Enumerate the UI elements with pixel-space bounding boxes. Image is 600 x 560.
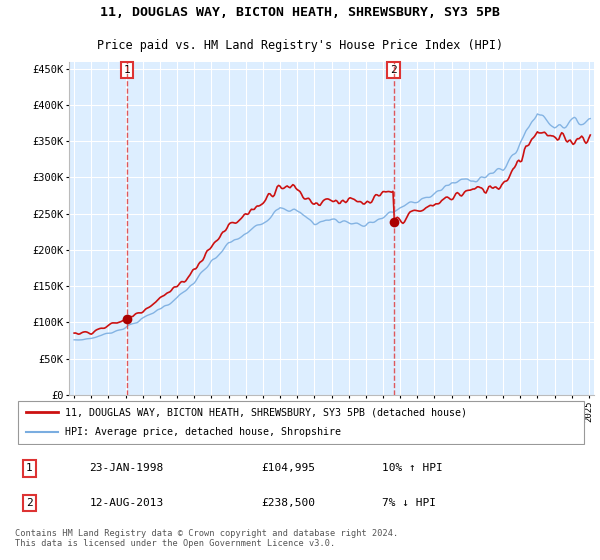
Text: 23-JAN-1998: 23-JAN-1998 [89,464,164,473]
Text: Contains HM Land Registry data © Crown copyright and database right 2024.
This d: Contains HM Land Registry data © Crown c… [15,529,398,548]
FancyBboxPatch shape [18,400,584,444]
Text: 11, DOUGLAS WAY, BICTON HEATH, SHREWSBURY, SY3 5PB (detached house): 11, DOUGLAS WAY, BICTON HEATH, SHREWSBUR… [65,407,467,417]
Text: 1: 1 [124,65,130,75]
Text: £104,995: £104,995 [262,464,316,473]
Text: 12-AUG-2013: 12-AUG-2013 [89,498,164,508]
Text: 11, DOUGLAS WAY, BICTON HEATH, SHREWSBURY, SY3 5PB: 11, DOUGLAS WAY, BICTON HEATH, SHREWSBUR… [100,6,500,20]
Text: 10% ↑ HPI: 10% ↑ HPI [382,464,442,473]
Text: £238,500: £238,500 [262,498,316,508]
Text: 2: 2 [390,65,397,75]
Text: Price paid vs. HM Land Registry's House Price Index (HPI): Price paid vs. HM Land Registry's House … [97,39,503,53]
Text: HPI: Average price, detached house, Shropshire: HPI: Average price, detached house, Shro… [65,427,341,437]
Text: 1: 1 [26,464,33,473]
Text: 2: 2 [26,498,33,508]
Text: 7% ↓ HPI: 7% ↓ HPI [382,498,436,508]
